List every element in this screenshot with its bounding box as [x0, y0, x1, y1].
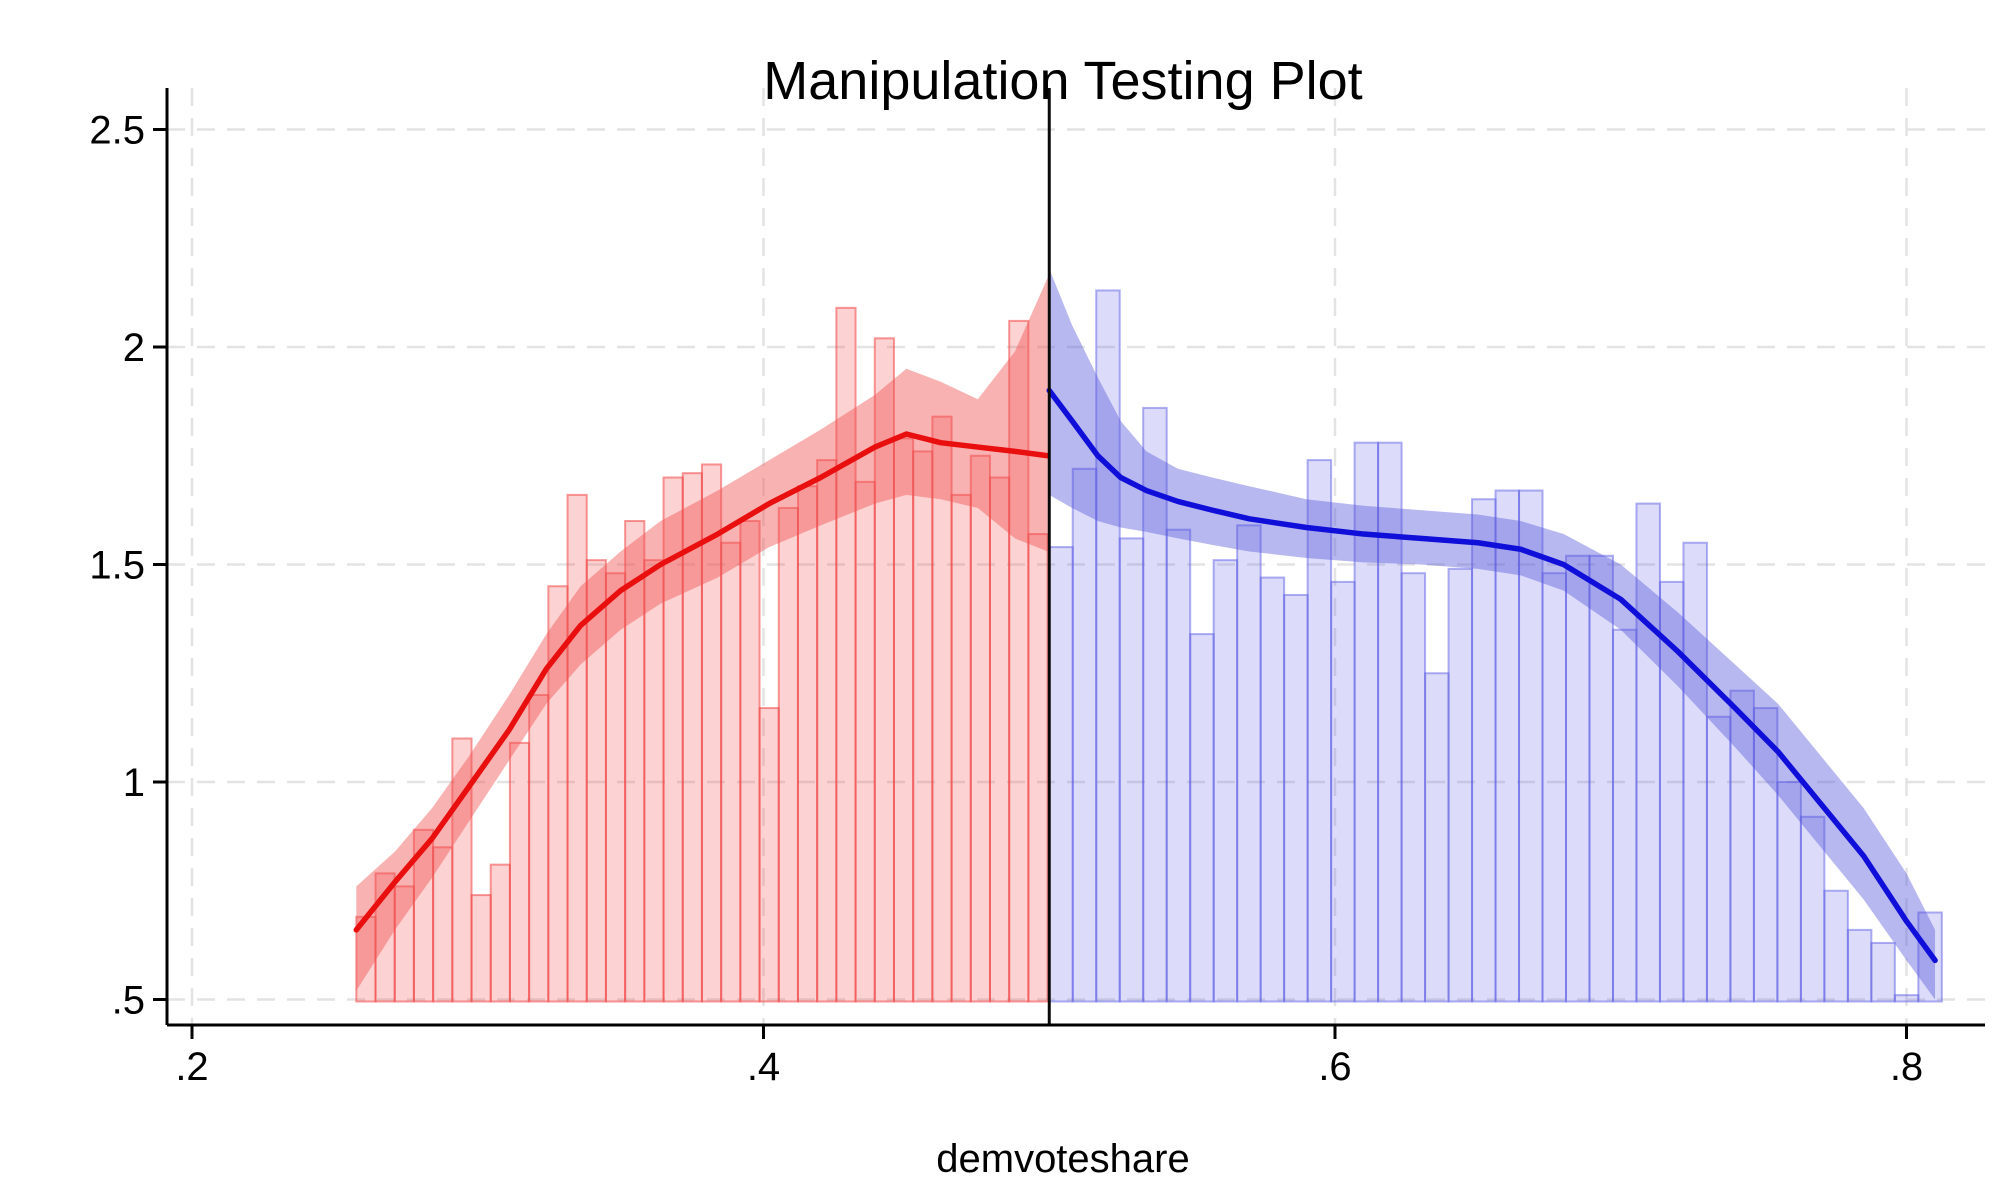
- red-ci-band: [356, 277, 1048, 991]
- x-axis-title: demvoteshare: [936, 1137, 1189, 1181]
- axes-and-ticks: [153, 88, 1985, 1039]
- histogram-bar: [1870, 941, 1896, 1003]
- histogram-bar: [1048, 546, 1074, 1003]
- y-tick-label: 1.5: [89, 544, 145, 588]
- histogram-bar: [1635, 502, 1661, 1003]
- histogram-bar: [720, 541, 742, 1003]
- histogram-bar: [1705, 715, 1732, 1003]
- histogram-bar: [854, 480, 876, 1003]
- histogram-bar: [643, 559, 665, 1003]
- histogram-bar: [892, 437, 915, 1003]
- histogram-bar: [1283, 593, 1309, 1003]
- histogram-bar: [1189, 633, 1215, 1003]
- histogram-bar: [1565, 554, 1591, 1003]
- histogram-bar: [1846, 928, 1873, 1003]
- histogram-bar: [796, 485, 819, 1003]
- histogram-bar: [1424, 672, 1450, 1003]
- histogram-bar: [528, 694, 550, 1003]
- histogram-bar: [777, 506, 799, 1003]
- y-tick-label: 2: [123, 326, 145, 370]
- histogram-bar: [1259, 576, 1286, 1003]
- histogram-bar: [1212, 559, 1239, 1003]
- histogram-bar: [1071, 467, 1098, 1003]
- histogram-bar: [950, 493, 972, 1003]
- y-tick-label: 1: [123, 761, 145, 805]
- histogram-bar: [758, 707, 780, 1003]
- histogram-bar: [1588, 554, 1614, 1003]
- histogram-bar: [1682, 541, 1708, 1003]
- x-tick-label: .4: [747, 1045, 780, 1089]
- y-tick-label: .5: [112, 979, 145, 1023]
- histogram-bar: [1893, 994, 1920, 1003]
- histogram-bar: [1027, 533, 1049, 1003]
- blue-density-line: [1046, 387, 1938, 964]
- tick-labels: .5 1 1.5 2 2.5 .2 .4 .6 .8: [89, 109, 1923, 1090]
- chart-title: Manipulation Testing Plot: [763, 51, 1362, 111]
- blue-histogram-bars: [1048, 289, 1943, 1003]
- histogram-bar: [566, 493, 588, 1003]
- confidence-band: [356, 277, 1048, 991]
- histogram-bar: [470, 894, 492, 1003]
- histogram-bar: [969, 454, 991, 1003]
- histogram-bar: [1541, 572, 1568, 1003]
- histogram-bar: [739, 520, 761, 1003]
- histogram-bar: [1447, 567, 1474, 1003]
- histogram-bar: [508, 741, 531, 1003]
- histogram-bar: [988, 476, 1011, 1003]
- histogram-bar: [1611, 628, 1638, 1003]
- x-tick-label: .2: [175, 1045, 208, 1089]
- histogram-bar: [1165, 528, 1192, 1003]
- x-tick-label: .8: [1890, 1045, 1923, 1089]
- red-histogram-bars: [355, 306, 1049, 1003]
- density-estimate-line: [1046, 387, 1938, 964]
- histogram-bar: [1330, 580, 1356, 1003]
- histogram-bar: [931, 415, 953, 1003]
- histogram-bar: [1471, 498, 1497, 1003]
- histogram-bar: [1823, 889, 1849, 1003]
- density-estimate-line: [353, 431, 1051, 933]
- red-density-line: [353, 431, 1051, 933]
- histogram-bar: [1236, 524, 1262, 1003]
- histogram-bar: [1118, 537, 1145, 1003]
- histogram-bar: [912, 450, 934, 1003]
- y-tick-label: 2.5: [89, 109, 145, 153]
- x-tick-label: .6: [1318, 1045, 1351, 1089]
- histogram-bar: [1400, 572, 1427, 1003]
- histogram-bar: [489, 863, 511, 1003]
- histogram-bar: [816, 459, 838, 1003]
